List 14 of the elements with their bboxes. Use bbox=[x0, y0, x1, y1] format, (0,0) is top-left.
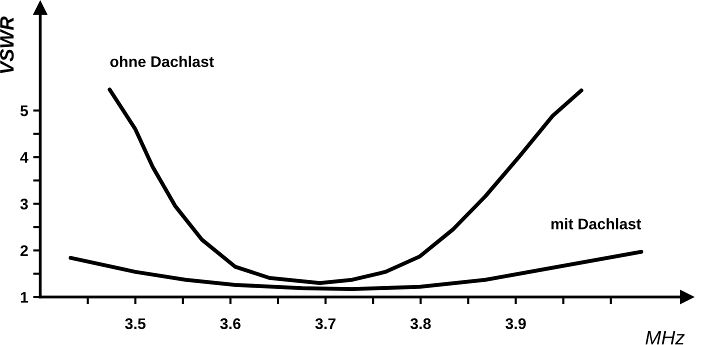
y-tick-label: 5 bbox=[20, 106, 28, 116]
y-tick-label: 4 bbox=[20, 152, 28, 163]
y-tick-label: 1 bbox=[20, 292, 28, 303]
y-tick-label: 2 bbox=[20, 245, 28, 256]
y-axis-title: VSWR bbox=[0, 16, 14, 74]
series-label: ohne Dachlast bbox=[110, 56, 214, 68]
x-axis-title: MHz bbox=[646, 331, 685, 344]
x-tick-label: 3.6 bbox=[220, 318, 241, 330]
x-tick-label: 3.9 bbox=[505, 318, 526, 330]
x-tick-label: 3.8 bbox=[410, 318, 431, 330]
series-label: mit Dachlast bbox=[551, 218, 642, 230]
x-tick-label: 3.5 bbox=[125, 318, 146, 330]
y-tick-label: 3 bbox=[20, 198, 28, 210]
x-tick-label: 3.7 bbox=[315, 318, 336, 330]
